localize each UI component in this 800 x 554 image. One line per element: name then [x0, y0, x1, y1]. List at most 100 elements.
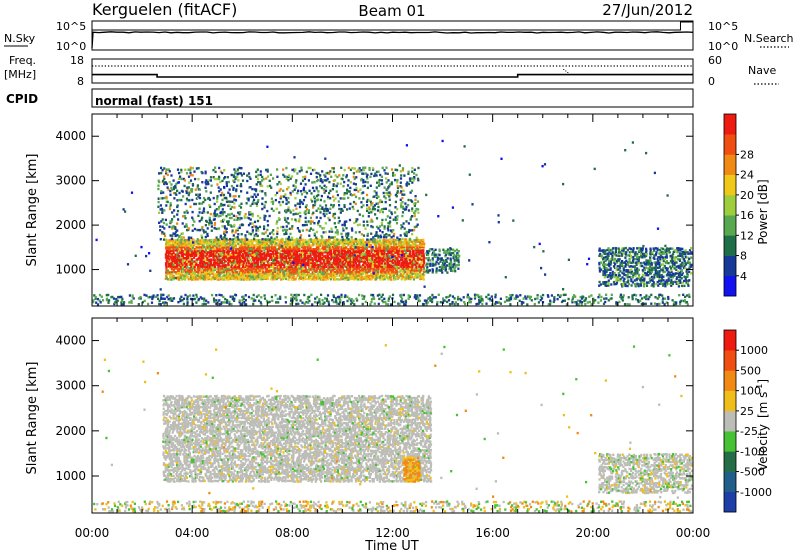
heatmap-cell — [336, 253, 339, 256]
heatmap-cell — [353, 246, 356, 249]
heatmap-cell — [212, 176, 215, 179]
heatmap-cell — [340, 256, 343, 259]
heatmap-cell — [184, 240, 187, 243]
heatmap-cell — [289, 267, 292, 270]
heatmap-cell — [341, 223, 344, 227]
heatmap-cell — [319, 251, 322, 254]
heatmap-cell — [645, 247, 648, 251]
heatmap-cell — [396, 251, 399, 254]
heatmap-cell — [351, 260, 354, 263]
heatmap-cell — [394, 276, 397, 279]
heatmap-cell — [600, 249, 603, 252]
heatmap-cell — [274, 245, 277, 249]
heatmap-cell — [234, 195, 237, 198]
heatmap-cell — [218, 175, 221, 179]
heatmap-cell — [627, 272, 630, 275]
heatmap-cell — [374, 265, 377, 268]
heatmap-cell — [342, 277, 345, 281]
heatmap-cell — [189, 270, 192, 274]
heatmap-cell — [348, 218, 352, 222]
heatmap-cell — [341, 267, 344, 270]
heatmap-cell — [236, 170, 239, 173]
heatmap-cell — [622, 282, 625, 286]
heatmap-cell — [227, 276, 230, 279]
heatmap-cell — [166, 173, 169, 177]
heatmap-cell — [643, 274, 646, 277]
heatmap-cell — [221, 244, 224, 247]
heatmap-cell — [354, 183, 357, 186]
heatmap-cell — [253, 254, 256, 257]
heatmap-cell — [283, 272, 286, 275]
heatmap-cell — [192, 265, 195, 269]
heatmap-cell — [313, 276, 316, 279]
heatmap-cell — [278, 180, 281, 184]
heatmap-cell — [178, 171, 181, 175]
heatmap-cell — [208, 272, 211, 275]
heatmap-cell — [403, 227, 406, 230]
heatmap-cell — [176, 205, 179, 209]
heatmap-cell — [243, 216, 246, 220]
heatmap-cell — [289, 211, 292, 214]
heatmap-cell — [390, 168, 394, 171]
heatmap-cell — [234, 231, 237, 234]
heatmap-cell — [294, 238, 297, 241]
heatmap-cell — [347, 248, 350, 251]
heatmap-cell — [362, 269, 365, 272]
heatmap-cell — [621, 276, 624, 279]
heatmap-cell — [663, 264, 666, 268]
heatmap-cell — [415, 249, 418, 252]
heatmap-cell — [214, 240, 217, 243]
heatmap-cell — [444, 268, 447, 271]
heatmap-cell — [335, 269, 339, 272]
heatmap-cell — [308, 189, 311, 192]
heatmap-cell — [206, 256, 209, 259]
heatmap-cell — [297, 244, 300, 247]
heatmap-cell — [329, 268, 332, 272]
heatmap-cell — [631, 265, 634, 268]
heatmap-cell — [289, 254, 292, 258]
heatmap-cell — [604, 268, 607, 271]
heatmap-cell — [187, 278, 190, 281]
n-search-tick-low: 10^0 — [708, 40, 738, 53]
heatmap-cell — [231, 256, 234, 260]
heatmap-cell — [636, 282, 639, 285]
heatmap-cell — [643, 279, 646, 282]
heatmap-cell — [260, 273, 263, 276]
heatmap-cell — [176, 260, 179, 263]
heatmap-cell — [620, 263, 624, 266]
heatmap-cell — [647, 259, 650, 262]
heatmap-cell — [168, 260, 171, 263]
heatmap-cell — [279, 270, 282, 273]
heatmap-cell — [299, 182, 303, 185]
heatmap-cell — [219, 252, 222, 256]
heatmap-cell — [630, 272, 633, 275]
heatmap-cell — [309, 222, 312, 225]
heatmap-cell — [168, 244, 171, 247]
heatmap-cell — [351, 255, 354, 258]
heatmap-cell — [334, 241, 337, 244]
heatmap-cell — [406, 269, 409, 272]
heatmap-cell — [240, 217, 243, 220]
heatmap-cell — [247, 267, 250, 271]
heatmap-cell — [378, 183, 381, 186]
heatmap-cell — [396, 270, 399, 274]
heatmap-cell — [181, 263, 184, 266]
heatmap-cell — [188, 260, 191, 263]
heatmap-cell — [221, 246, 224, 249]
heatmap-cell — [624, 263, 627, 266]
heatmap-cell — [334, 250, 337, 254]
heatmap-cell — [362, 240, 365, 244]
heatmap-cell — [347, 271, 350, 274]
heatmap-cell — [217, 227, 221, 230]
heatmap-cell — [169, 234, 172, 237]
heatmap-cell — [181, 251, 184, 254]
heatmap-cell — [236, 240, 239, 243]
heatmap-cell — [637, 262, 640, 265]
heatmap-cell — [279, 255, 282, 258]
heatmap-cell — [219, 265, 222, 268]
heatmap-cell — [284, 193, 287, 196]
heatmap-cell — [328, 256, 331, 260]
heatmap-cell — [438, 265, 441, 269]
heatmap-cell — [343, 249, 346, 252]
heatmap-cell — [323, 256, 326, 260]
